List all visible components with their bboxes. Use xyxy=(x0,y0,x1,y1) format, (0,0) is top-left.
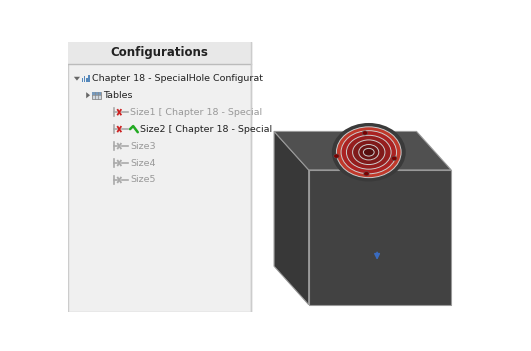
Bar xyxy=(89,75,90,82)
Ellipse shape xyxy=(334,154,339,158)
Bar xyxy=(92,92,101,99)
Bar xyxy=(84,76,85,82)
Text: Size4: Size4 xyxy=(130,159,156,167)
Ellipse shape xyxy=(341,131,397,174)
Polygon shape xyxy=(86,92,90,98)
Bar xyxy=(82,78,83,82)
Text: Size5: Size5 xyxy=(130,176,156,184)
Text: Tables: Tables xyxy=(103,91,133,100)
Ellipse shape xyxy=(332,123,406,181)
Ellipse shape xyxy=(364,172,369,176)
Ellipse shape xyxy=(346,135,391,169)
Text: Size3: Size3 xyxy=(130,141,156,151)
Bar xyxy=(92,92,101,95)
Polygon shape xyxy=(274,131,309,305)
Ellipse shape xyxy=(337,127,401,178)
Polygon shape xyxy=(309,170,451,305)
Text: Size2 [ Chapter 18 - Special: Size2 [ Chapter 18 - Special xyxy=(140,125,272,134)
Ellipse shape xyxy=(391,156,397,160)
Bar xyxy=(86,78,88,82)
Text: Size1 [ Chapter 18 - Special: Size1 [ Chapter 18 - Special xyxy=(130,108,262,117)
Ellipse shape xyxy=(362,131,367,135)
Polygon shape xyxy=(274,131,451,170)
Ellipse shape xyxy=(359,145,379,160)
Bar xyxy=(68,42,251,64)
Bar xyxy=(68,42,251,312)
Text: Configurations: Configurations xyxy=(110,46,208,59)
Ellipse shape xyxy=(363,148,374,156)
Polygon shape xyxy=(74,77,80,81)
Text: Chapter 18 - SpecialHole Configurat: Chapter 18 - SpecialHole Configurat xyxy=(92,74,263,83)
Ellipse shape xyxy=(353,140,385,165)
